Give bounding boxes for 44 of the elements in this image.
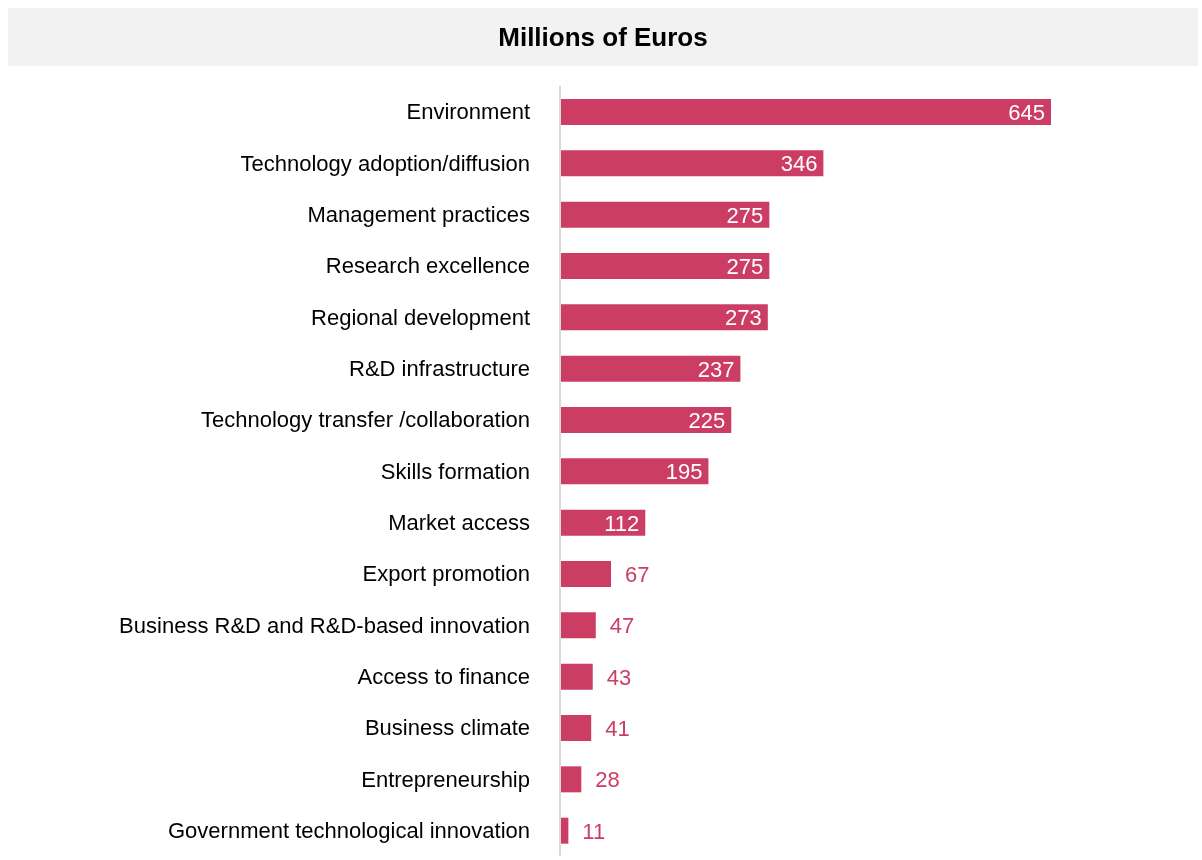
bar [560,407,732,433]
data-label: 645 [1008,100,1045,125]
data-label: 11 [582,818,606,844]
y-tick-label: Skills formation [380,458,530,484]
bar [560,253,770,279]
data-label: 195 [665,459,703,485]
data-label: 43 [606,664,632,690]
bar [560,612,596,639]
y-tick-label: Business climate [364,715,530,741]
bar [560,201,770,228]
data-label: 41 [605,716,630,741]
data-label: 225 [688,408,726,433]
bar [560,766,582,793]
bar [560,715,592,741]
y-tick-label: Research excellence [325,253,530,279]
y-tick-label: Market access [388,510,530,536]
y-tick-label: Government technological innovation [167,818,530,844]
y-tick-label: Access to finance [357,664,530,690]
y-tick-label: Business R&D and R&D-based innovation [119,612,530,638]
data-label: 346 [780,151,818,177]
y-tick-label: Entrepreneurship [361,766,530,792]
y-tick-label: Environment [406,99,530,125]
data-label: 237 [697,356,735,382]
bar [560,458,709,485]
y-tick-label: Technology transfer /collaboration [201,407,530,433]
data-label: 28 [595,767,620,793]
y-tick-label: Technology adoption/diffusion [240,150,530,176]
data-label: 273 [725,305,762,331]
data-label: 112 [604,510,640,536]
bar [560,663,593,690]
data-label: 275 [726,254,764,279]
chart-title: Millions of Euros [8,8,1198,66]
data-label: 47 [609,613,635,639]
bar [560,304,768,331]
bar [560,355,741,382]
y-tick-label: Regional development [311,304,530,330]
y-tick-label: Management practices [307,202,530,228]
data-label: 67 [625,562,650,587]
bar [560,99,1051,125]
y-tick-label: R&D infrastructure [349,356,530,382]
bar [560,150,824,177]
bar [560,561,611,587]
y-tick-label: Export promotion [362,561,530,587]
data-label: 275 [726,202,764,228]
